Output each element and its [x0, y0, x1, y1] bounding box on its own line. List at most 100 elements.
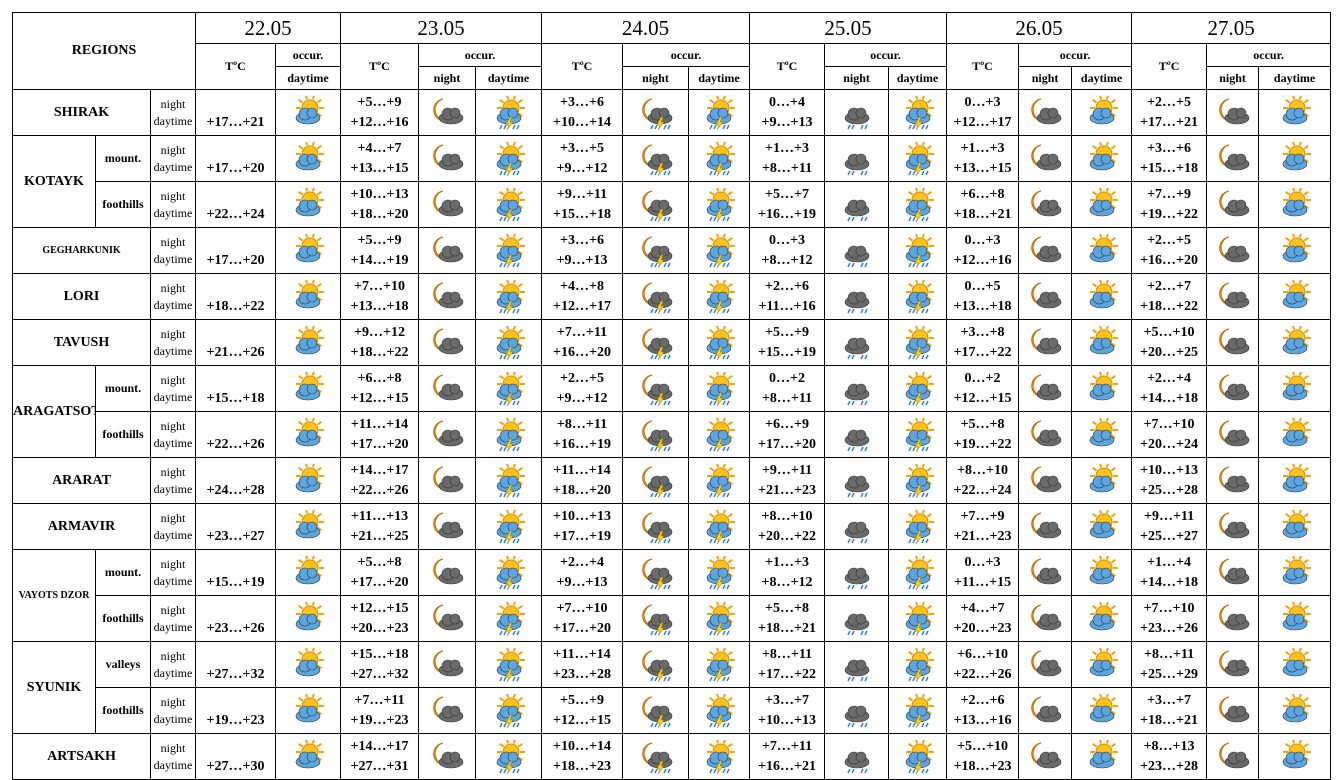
icon-part [505, 647, 509, 652]
temp-cell: +8…+10 +20…+22 [749, 503, 826, 550]
temp-cell: 0…+3 +11…+15 [946, 549, 1020, 596]
weather-icon [641, 466, 672, 498]
icon-part [1293, 705, 1304, 716]
weather-icon [1089, 463, 1118, 492]
icon-part [505, 300, 513, 314]
icon-part [1047, 567, 1059, 578]
time-labels: night daytime [150, 733, 196, 780]
icon-part [907, 98, 913, 104]
night-header: night [622, 66, 690, 90]
icon-part [1110, 525, 1116, 531]
icon-part [298, 236, 304, 242]
icon-part [715, 484, 724, 498]
icon-part [1047, 291, 1059, 302]
icon-part [1235, 751, 1246, 762]
icon-part [722, 601, 726, 606]
temp-cell: +10…+13 +18…+20 [340, 181, 419, 228]
icon-part [449, 245, 461, 256]
icon-part [515, 584, 520, 589]
icon-part [920, 170, 925, 175]
temp-day: +16…+19 [553, 436, 611, 452]
temp-day: +15…+18 [553, 206, 611, 222]
icon-part [316, 617, 322, 623]
temp-night: +3…+7 [1147, 692, 1192, 708]
icon-part [727, 282, 733, 288]
icon-part [907, 374, 913, 380]
weather-icon [706, 509, 736, 544]
icon-part [907, 236, 913, 242]
weather-icon [706, 279, 736, 314]
weather-icon [844, 245, 869, 267]
weather-icon [295, 417, 324, 446]
weather-icon [496, 95, 525, 130]
icon-cell [824, 273, 890, 320]
icon-part [911, 538, 916, 543]
weather-icon [433, 466, 464, 492]
icon-part [850, 170, 855, 175]
temp-night: +10…+14 [553, 738, 611, 754]
icon-part [1235, 475, 1246, 486]
icon-part [517, 111, 523, 117]
icon-part [515, 446, 520, 451]
icon-part [916, 337, 927, 348]
icon-part [498, 400, 503, 405]
icon-cell [275, 181, 341, 228]
icon-part [709, 742, 715, 748]
icon-part [717, 245, 729, 256]
icon-part [709, 190, 715, 196]
icon-part [1091, 190, 1097, 196]
icon-part [717, 475, 729, 486]
icon-cell [1071, 503, 1133, 550]
icon-part [662, 354, 667, 359]
icon-part [726, 722, 730, 727]
icon-part [926, 328, 932, 334]
icon-part [1284, 420, 1290, 426]
icon-part [653, 216, 658, 221]
weather-icon [1089, 95, 1118, 124]
icon-part [1105, 141, 1109, 146]
icon-cell [418, 457, 476, 504]
icon-part [907, 400, 912, 405]
icon-part [305, 325, 309, 330]
icon-part [517, 663, 523, 669]
icon-part [709, 446, 713, 451]
icon-part [449, 613, 461, 624]
temp-cell: +8…+10 +22…+24 [946, 457, 1020, 504]
icon-cell [888, 595, 948, 642]
icon-cell [688, 733, 751, 780]
icon-part [511, 216, 516, 221]
weather-icon [1089, 739, 1118, 768]
temp-day: +17…+20 [206, 253, 265, 268]
temp-cell: 0…+5 +13…+18 [946, 273, 1020, 320]
temp-cell: +22…+24 [195, 181, 276, 228]
icon-part [907, 170, 912, 175]
icon-part [914, 300, 923, 314]
icon-part [846, 538, 851, 543]
icon-part [449, 199, 461, 210]
daytime-label: daytime [153, 665, 193, 680]
icon-part [1110, 387, 1116, 393]
icon-part [298, 512, 304, 518]
icon-part [926, 203, 932, 209]
icon-cell [888, 181, 948, 228]
icon-cell [824, 89, 890, 136]
temp-night: +1…+3 [960, 140, 1005, 156]
icon-cell [418, 411, 476, 458]
temp-day: +11…+16 [758, 298, 816, 314]
icon-part [1110, 374, 1116, 380]
icon-part [715, 162, 724, 176]
icon-part [924, 676, 929, 681]
temp-day: +20…+25 [1140, 344, 1199, 360]
weather-icon [295, 141, 324, 170]
icon-part [498, 308, 503, 313]
weather-icon [641, 604, 672, 636]
icon-part [1291, 233, 1295, 238]
icon-part [316, 236, 322, 242]
region-name: ARTSAKH [12, 733, 151, 780]
temp-day: +12…+15 [350, 390, 409, 406]
icon-cell [622, 503, 690, 550]
temp-cell: +8…+11 +17…+22 [749, 641, 826, 688]
icon-part [505, 371, 509, 376]
icon-part [726, 446, 730, 451]
icon-part [855, 659, 866, 670]
